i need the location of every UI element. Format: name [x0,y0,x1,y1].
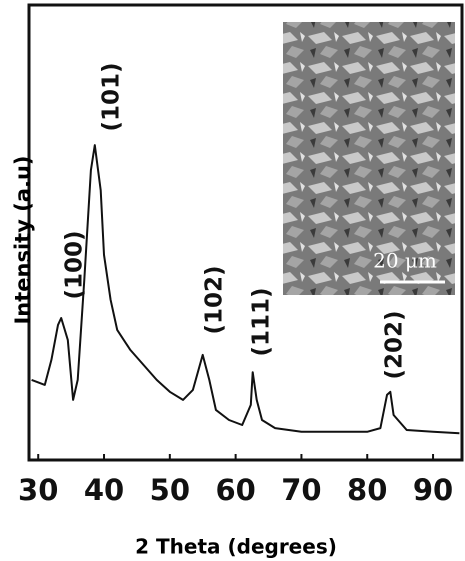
x-tick-label: 80 [347,473,387,507]
inset-image: 20 μm [283,22,455,295]
peak-label: (111) [249,287,275,356]
peak-label: (100) [62,230,88,299]
x-tick-label: 60 [215,473,255,507]
page: {"chart_data": {"type": "line", "x_label… [0,0,465,561]
x-tick-label: 50 [150,473,190,507]
peak-label: (102) [202,265,228,334]
peak-label: (101) [99,62,125,131]
inset-scale-label: 20 μm [373,249,437,273]
peak-label: (202) [382,310,408,379]
x-tick-label: 90 [413,473,453,507]
x-axis-title: 2 Theta (degrees) [135,535,337,559]
x-tick-label: 70 [281,473,321,507]
x-tick-label: 30 [18,473,58,507]
x-tick-label: 40 [84,473,124,507]
y-axis-title: Intensity (a.u) [11,155,35,324]
chart: 20 μm 2 Theta (degrees) Intensity (a.u) … [0,0,465,561]
